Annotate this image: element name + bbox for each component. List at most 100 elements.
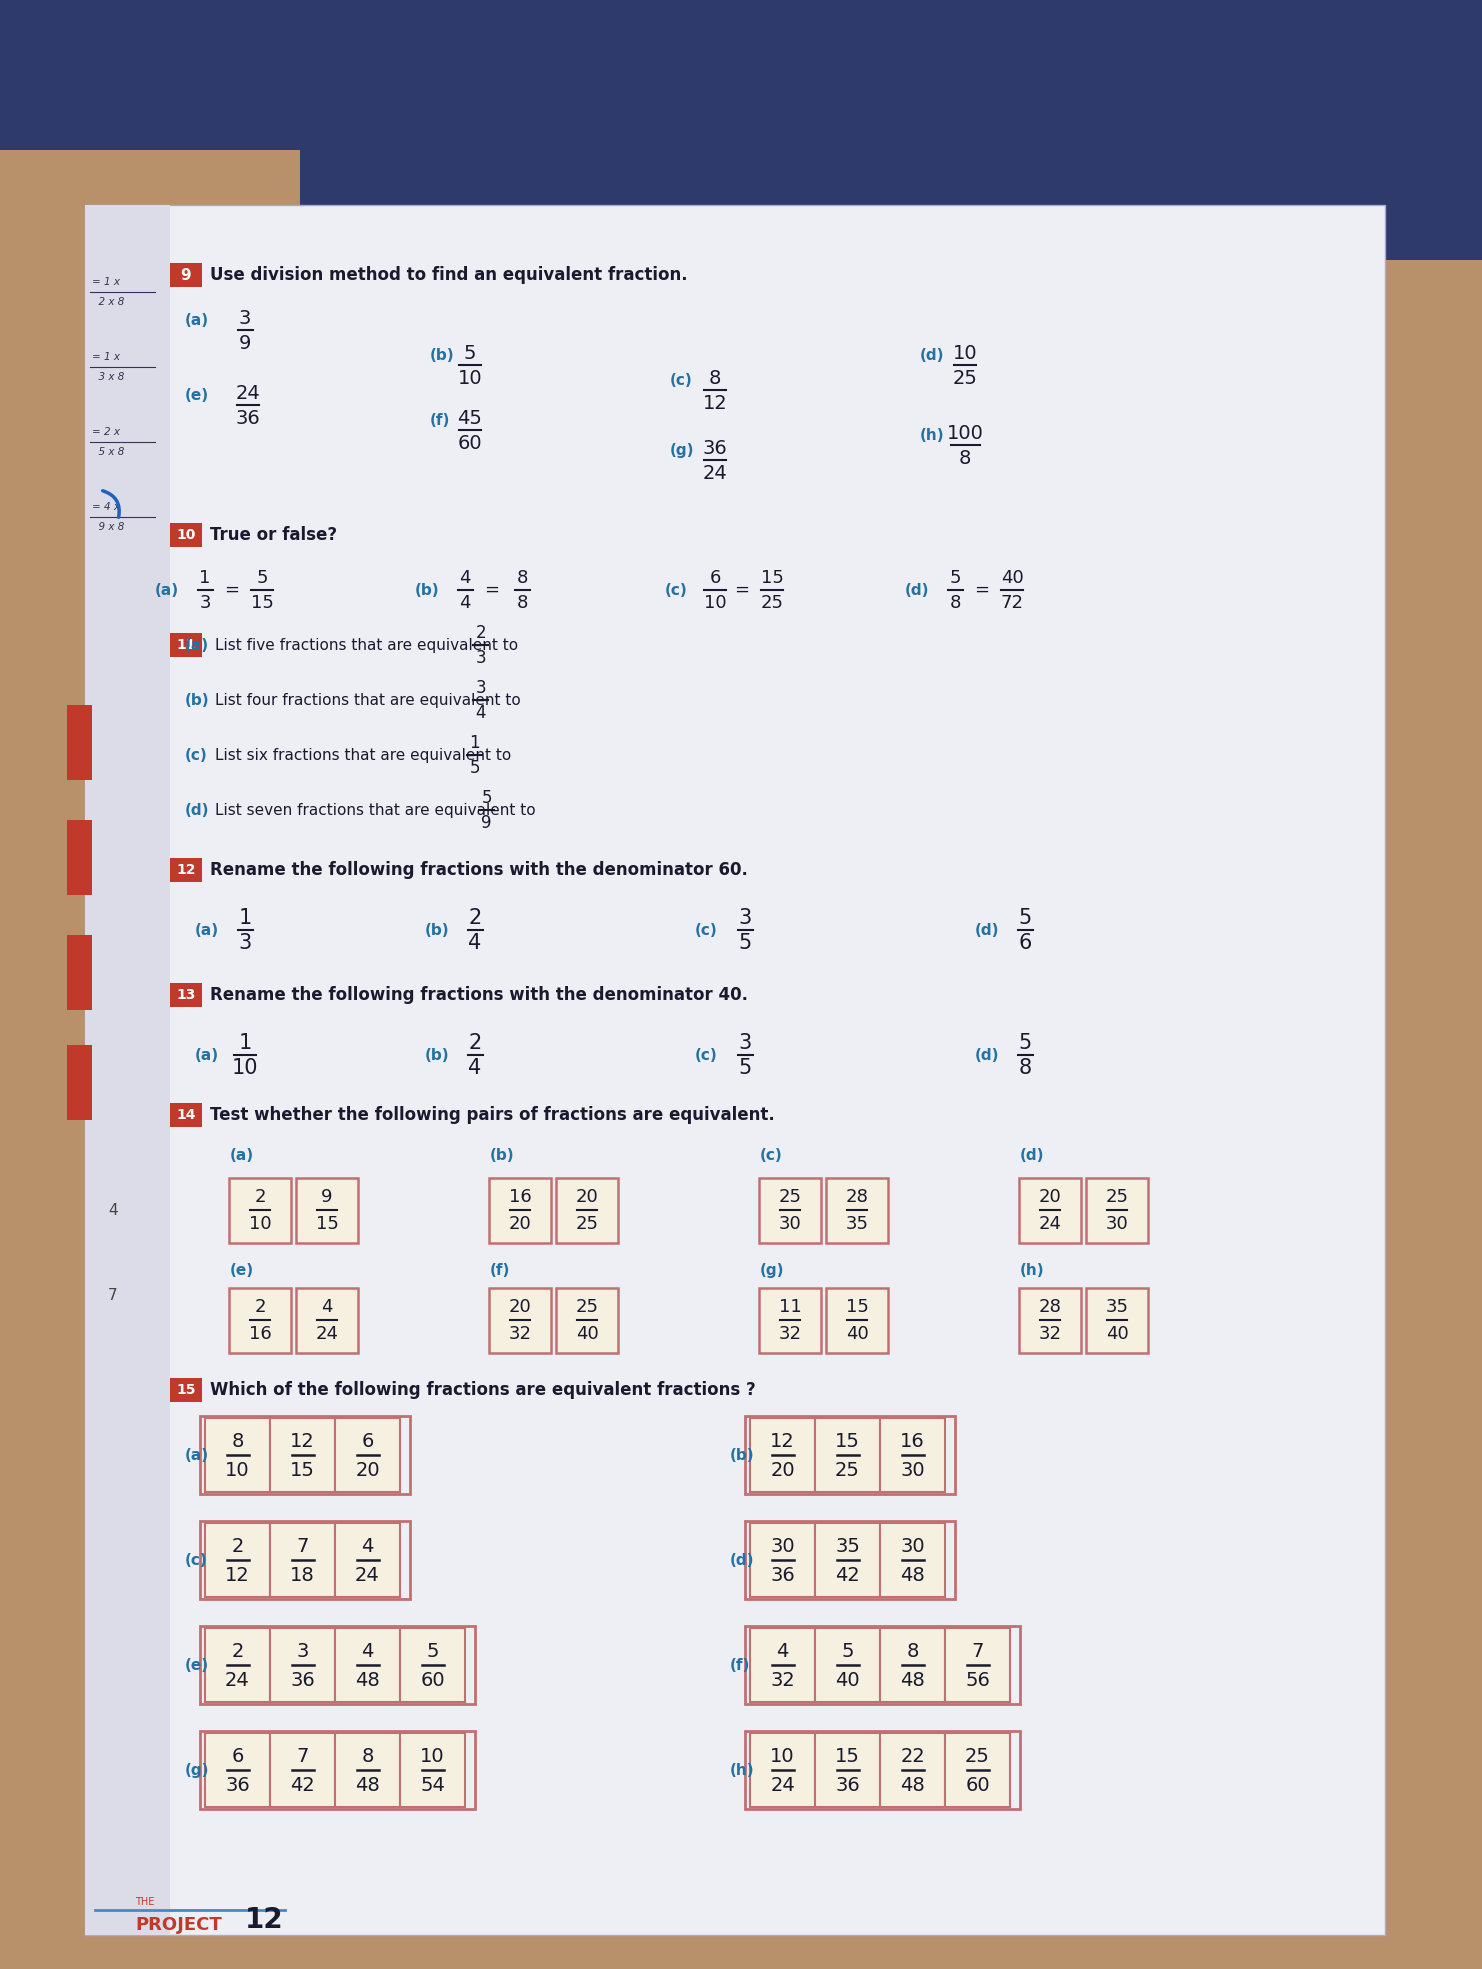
Text: 24: 24 <box>236 384 261 402</box>
Bar <box>745 1626 1020 1703</box>
Text: (d): (d) <box>1020 1148 1045 1162</box>
Text: 20: 20 <box>575 1187 599 1205</box>
Bar <box>67 705 92 780</box>
Bar <box>84 205 1386 1936</box>
Text: 36: 36 <box>771 1565 794 1585</box>
Text: 60: 60 <box>458 433 482 453</box>
Bar <box>205 1522 270 1597</box>
Text: List five fractions that are equivalent to: List five fractions that are equivalent … <box>215 638 519 652</box>
Text: (a): (a) <box>196 923 219 937</box>
Text: 16: 16 <box>900 1431 925 1451</box>
Text: 1: 1 <box>239 1034 252 1053</box>
Bar <box>489 1177 551 1242</box>
Text: 6: 6 <box>710 569 720 587</box>
Text: 12: 12 <box>225 1565 250 1585</box>
Bar <box>200 1731 476 1810</box>
Text: 12: 12 <box>290 1431 314 1451</box>
Text: Rename the following fractions with the denominator 60.: Rename the following fractions with the … <box>210 860 748 878</box>
Text: 2: 2 <box>468 1034 482 1053</box>
Bar <box>825 1177 888 1242</box>
Text: 32: 32 <box>778 1325 802 1343</box>
Text: PROJECT: PROJECT <box>135 1916 222 1934</box>
Text: THE: THE <box>135 1896 154 1908</box>
Text: 5: 5 <box>738 1057 751 1077</box>
Text: (b): (b) <box>491 1148 514 1162</box>
Bar <box>270 1522 335 1597</box>
Text: 8: 8 <box>516 595 528 612</box>
Text: 5: 5 <box>1018 908 1031 927</box>
Text: 2: 2 <box>255 1298 265 1315</box>
Text: 24: 24 <box>316 1325 338 1343</box>
Text: 48: 48 <box>356 1776 379 1794</box>
Text: (d): (d) <box>975 1048 999 1063</box>
Text: 18: 18 <box>290 1565 314 1585</box>
Bar <box>205 1418 270 1493</box>
Bar <box>200 1626 476 1703</box>
Text: 3 x 8: 3 x 8 <box>92 372 124 382</box>
Text: 9: 9 <box>181 268 191 282</box>
Text: 4: 4 <box>459 595 471 612</box>
Text: 1: 1 <box>199 569 210 587</box>
Bar <box>230 1177 290 1242</box>
Text: 6: 6 <box>362 1431 373 1451</box>
Bar <box>230 1288 290 1353</box>
Text: 25: 25 <box>575 1298 599 1315</box>
Text: 12: 12 <box>771 1431 794 1451</box>
Text: 4: 4 <box>108 1203 117 1217</box>
Bar <box>270 1628 335 1701</box>
Text: 36: 36 <box>225 1776 250 1794</box>
Text: 10: 10 <box>953 343 977 362</box>
Text: 24: 24 <box>1039 1215 1061 1233</box>
Text: List four fractions that are equivalent to: List four fractions that are equivalent … <box>215 693 520 707</box>
Text: 20: 20 <box>508 1215 532 1233</box>
Text: 42: 42 <box>836 1565 860 1585</box>
Text: Test whether the following pairs of fractions are equivalent.: Test whether the following pairs of frac… <box>210 1107 775 1124</box>
Bar <box>750 1522 815 1597</box>
Bar <box>84 205 170 1936</box>
Text: 8: 8 <box>907 1642 919 1660</box>
Text: 5: 5 <box>842 1642 854 1660</box>
Text: 24: 24 <box>702 463 728 482</box>
Text: 60: 60 <box>965 1776 990 1794</box>
Text: (f): (f) <box>430 412 451 427</box>
Text: List seven fractions that are equivalent to: List seven fractions that are equivalent… <box>215 803 535 817</box>
Text: (b): (b) <box>415 583 440 597</box>
Text: (h): (h) <box>1020 1262 1045 1278</box>
Text: 3: 3 <box>199 595 210 612</box>
Text: =: = <box>485 581 499 599</box>
Text: 1: 1 <box>239 908 252 927</box>
Bar <box>880 1628 946 1701</box>
Text: 35: 35 <box>834 1536 860 1556</box>
Bar <box>759 1288 821 1353</box>
Text: (c): (c) <box>695 923 717 937</box>
Bar <box>815 1628 880 1701</box>
Text: 8: 8 <box>708 368 722 388</box>
Text: 8: 8 <box>959 449 971 467</box>
Text: 35: 35 <box>1106 1298 1128 1315</box>
Text: 48: 48 <box>900 1776 925 1794</box>
Text: Use division method to find an equivalent fraction.: Use division method to find an equivalen… <box>210 266 688 284</box>
Text: 32: 32 <box>508 1325 532 1343</box>
Text: 4: 4 <box>459 569 471 587</box>
Text: 2: 2 <box>231 1536 243 1556</box>
Text: (b): (b) <box>185 693 209 707</box>
Text: (b): (b) <box>430 347 455 362</box>
Bar <box>170 632 202 658</box>
Bar <box>296 1288 359 1353</box>
Text: (d): (d) <box>906 583 929 597</box>
Bar <box>489 1288 551 1353</box>
Text: 22: 22 <box>900 1747 925 1766</box>
Bar <box>1086 1177 1149 1242</box>
Text: 16: 16 <box>508 1187 532 1205</box>
Text: =: = <box>735 581 750 599</box>
Text: 25: 25 <box>575 1215 599 1233</box>
Text: (d): (d) <box>185 803 209 817</box>
Text: 25: 25 <box>1106 1187 1128 1205</box>
Text: 6: 6 <box>1018 933 1031 953</box>
Text: 3: 3 <box>476 679 486 697</box>
Text: 5: 5 <box>427 1642 439 1660</box>
Text: (b): (b) <box>425 1048 449 1063</box>
Text: 15: 15 <box>290 1461 316 1479</box>
Text: (a): (a) <box>185 1447 209 1463</box>
Text: 10: 10 <box>704 595 726 612</box>
